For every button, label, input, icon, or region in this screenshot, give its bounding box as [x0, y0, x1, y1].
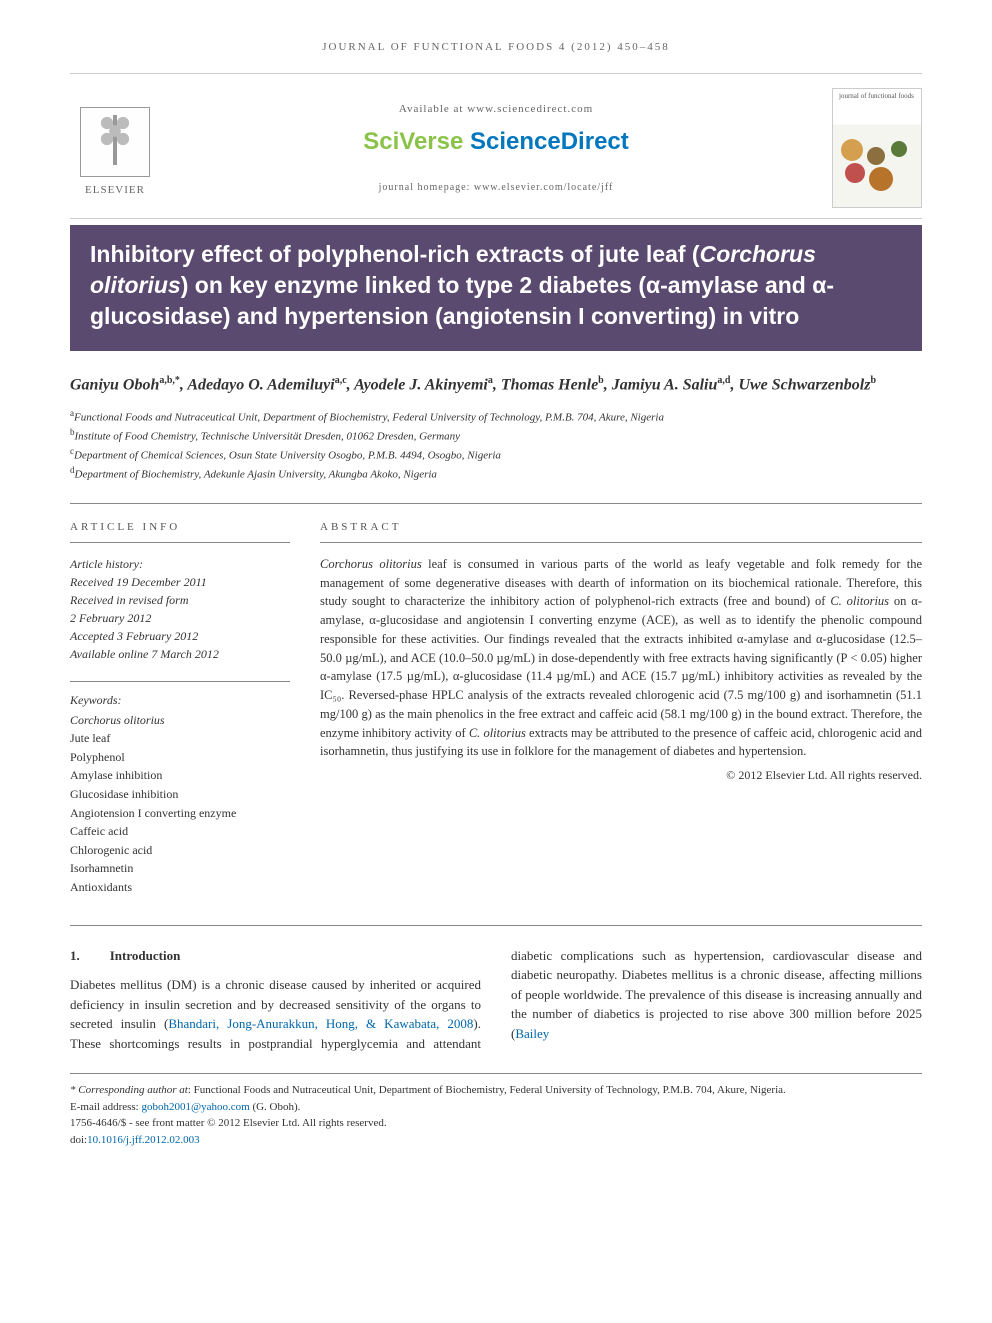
keyword: Isorhamnetin — [70, 859, 290, 878]
affiliation: aFunctional Foods and Nutraceutical Unit… — [70, 407, 922, 426]
title-bar: Inhibitory effect of polyphenol-rich ext… — [70, 225, 922, 350]
abstract-seg-d: on α-amylase, α-glucosidase and angioten… — [320, 594, 922, 739]
abstract-label: ABSTRACT — [320, 520, 922, 542]
keyword: Jute leaf — [70, 729, 290, 748]
keyword: Polyphenol — [70, 748, 290, 767]
keyword: Glucosidase inhibition — [70, 785, 290, 804]
affiliation: bInstitute of Food Chemistry, Technische… — [70, 426, 922, 445]
author-list: Ganiyu Oboha,b,*, Adedayo O. Ademiluyia,… — [70, 373, 922, 397]
article-info-label: ARTICLE INFO — [70, 520, 290, 542]
affiliation: cDepartment of Chemical Sciences, Osun S… — [70, 445, 922, 464]
abstract-ital-1: Corchorus olitorius — [320, 557, 422, 571]
intro-heading: 1. Introduction — [70, 946, 481, 966]
article-history: Article history: Received 19 December 20… — [70, 555, 290, 663]
doi-label: doi: — [70, 1134, 87, 1146]
doi-line: doi:10.1016/j.jff.2012.02.003 — [70, 1132, 922, 1149]
elsevier-tree-icon — [80, 107, 150, 177]
keywords-list: Corchorus olitoriusJute leafPolyphenolAm… — [70, 711, 290, 897]
keyword: Antioxidants — [70, 878, 290, 897]
intro-title: Introduction — [110, 948, 181, 963]
abstract-ital-3: C. olitorius — [469, 726, 526, 740]
email-label: E-mail address: — [70, 1101, 141, 1113]
abstract-col: ABSTRACT Corchorus olitorius leaf is con… — [320, 520, 922, 896]
sciverse-text-a: SciVerse — [363, 128, 470, 155]
header-center: Available at www.sciencedirect.com SciVe… — [160, 102, 832, 195]
doi-link[interactable]: 10.1016/j.jff.2012.02.003 — [87, 1134, 200, 1146]
history-revised-date: 2 February 2012 — [70, 609, 290, 627]
body-columns: 1.Introduction Diabetes mellitus (DM) is… — [70, 925, 922, 1054]
history-label: Article history: — [70, 555, 290, 573]
citation-1[interactable]: Bhandari, Jong-Anurakkun, Hong, & Kawaba… — [168, 1016, 473, 1031]
footnotes: * Corresponding author at: Functional Fo… — [70, 1073, 922, 1148]
elsevier-logo: ELSEVIER — [70, 98, 160, 198]
sciverse-text-b: ScienceDirect — [470, 128, 629, 155]
corresponding-author: * Corresponding author at: Functional Fo… — [70, 1082, 922, 1099]
keywords-label: Keywords: — [70, 692, 290, 709]
title-part-c: ) on key enzyme linked to type 2 diabete… — [90, 272, 834, 329]
corr-label: * Corresponding author at — [70, 1084, 188, 1096]
journal-cover-art — [841, 139, 913, 199]
journal-cover-title: journal of functional foods — [839, 93, 914, 101]
keyword: Amylase inhibition — [70, 766, 290, 785]
abstract-text: Corchorus olitorius leaf is consumed in … — [320, 555, 922, 761]
article-info-col: ARTICLE INFO Article history: Received 1… — [70, 520, 290, 896]
keyword: Angiotension I converting enzyme — [70, 804, 290, 823]
publisher-header: ELSEVIER Available at www.sciencedirect.… — [70, 73, 922, 219]
sciverse-logo: SciVerse ScienceDirect — [180, 125, 812, 159]
info-abstract-row: ARTICLE INFO Article history: Received 1… — [70, 503, 922, 896]
citation-2[interactable]: Bailey — [515, 1026, 549, 1041]
keyword: Corchorus olitorius — [70, 711, 290, 730]
journal-cover-thumbnail: journal of functional foods — [832, 88, 922, 208]
copyright: © 2012 Elsevier Ltd. All rights reserved… — [320, 767, 922, 784]
history-received: Received 19 December 2011 — [70, 573, 290, 591]
keyword: Chlorogenic acid — [70, 841, 290, 860]
affiliation: dDepartment of Biochemistry, Adekunle Aj… — [70, 464, 922, 483]
intro-num: 1. — [70, 948, 80, 963]
history-online: Available online 7 March 2012 — [70, 645, 290, 663]
email-line: E-mail address: goboh2001@yahoo.com (G. … — [70, 1099, 922, 1116]
affiliations: aFunctional Foods and Nutraceutical Unit… — [70, 407, 922, 484]
article-title: Inhibitory effect of polyphenol-rich ext… — [90, 239, 902, 332]
issn-line: 1756-4646/$ - see front matter © 2012 El… — [70, 1115, 922, 1132]
journal-homepage: journal homepage: www.elsevier.com/locat… — [180, 181, 812, 195]
corr-text: : Functional Foods and Nutraceutical Uni… — [188, 1084, 786, 1096]
history-revised: Received in revised form — [70, 591, 290, 609]
email-who: (G. Oboh). — [250, 1101, 301, 1113]
email-link[interactable]: goboh2001@yahoo.com — [141, 1101, 249, 1113]
keyword: Caffeic acid — [70, 822, 290, 841]
abstract-ital-2: C. olitorius — [830, 594, 889, 608]
title-part-a: Inhibitory effect of polyphenol-rich ext… — [90, 241, 700, 267]
history-accepted: Accepted 3 February 2012 — [70, 627, 290, 645]
running-head: JOURNAL OF FUNCTIONAL FOODS 4 (2012) 450… — [70, 40, 922, 55]
available-at: Available at www.sciencedirect.com — [180, 102, 812, 117]
elsevier-text: ELSEVIER — [85, 183, 145, 198]
